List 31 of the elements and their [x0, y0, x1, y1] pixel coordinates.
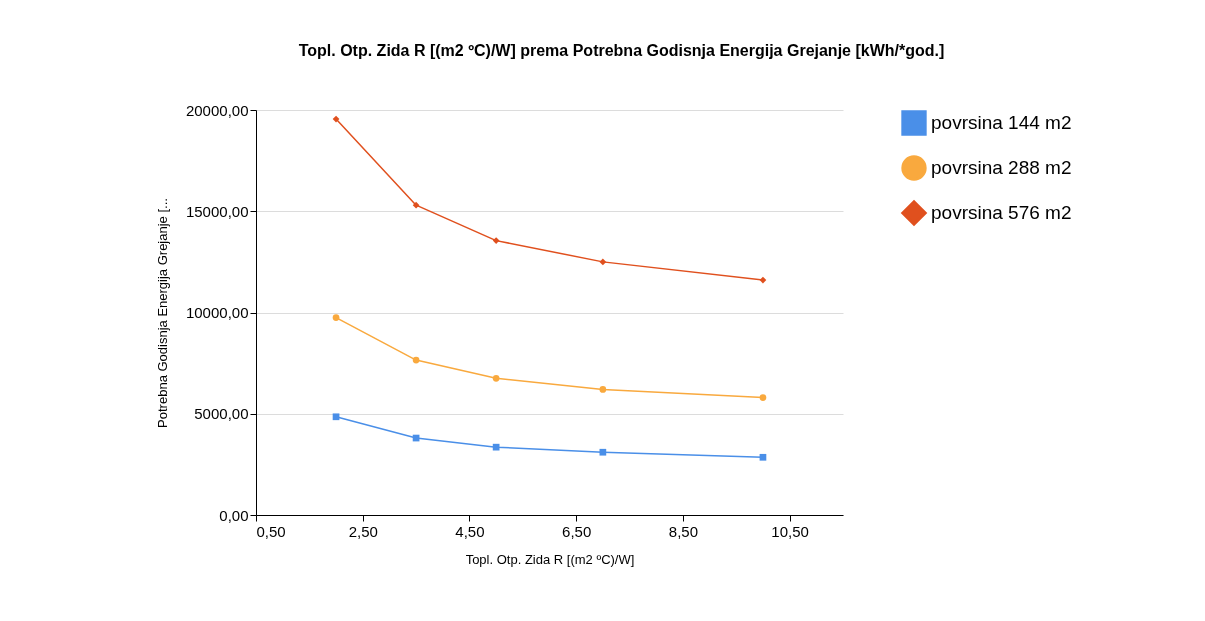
legend-label: povrsina 144 m2 [931, 112, 1072, 133]
x-tick-label: 0,50 [256, 522, 286, 540]
chart-title: Topl. Otp. Zida R [(m2 ºC)/W] prema Potrebna Godisnja Energija Grejanje [kWh/*god.] [298, 42, 945, 59]
point [492, 374, 500, 382]
legend-label: povrsina 288 m2 [931, 157, 1072, 178]
x-tick-label: 10,50 [771, 522, 809, 540]
x-tick-label: 2,50 [348, 522, 378, 540]
point [332, 314, 340, 321]
x-tick-label: 6,50 [562, 522, 592, 540]
x-axis-title: Topl. Otp. Zida R [(m2 ºC)/W] [465, 551, 635, 567]
y-tick-label: 10000,00 [185, 304, 249, 321]
point [759, 394, 767, 401]
y-tick-label: 15000,00 [185, 202, 249, 220]
point [412, 201, 420, 209]
point [332, 115, 340, 123]
x-tick-label: 8,50 [668, 522, 699, 540]
point [412, 356, 420, 364]
point [492, 237, 500, 244]
point [492, 443, 500, 451]
legend-label: povrsina 576 m2 [931, 202, 1072, 223]
y-tick-label: 5000,00 [194, 405, 249, 423]
point [759, 276, 767, 284]
y-tick-label: 20000,00 [185, 101, 249, 119]
y-axis-title: Potrebna Godisnja Energija Grejanje [... [154, 198, 170, 428]
point [599, 448, 607, 456]
point [332, 413, 340, 421]
x-tick-label: 4,50 [455, 522, 485, 540]
y-tick-label: 0,00 [219, 506, 249, 524]
point [599, 386, 607, 393]
point [599, 258, 607, 266]
point [759, 453, 767, 461]
